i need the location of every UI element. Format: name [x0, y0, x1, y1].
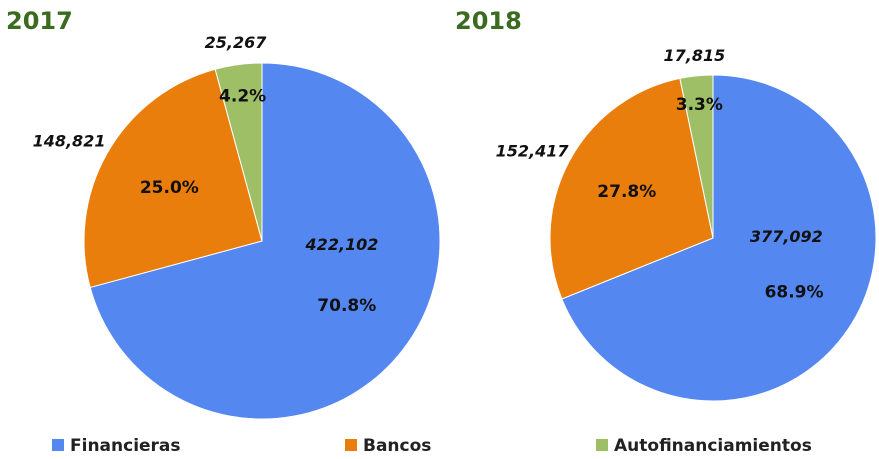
share-label: 27.8%	[597, 182, 656, 202]
value-label: 422,102	[305, 235, 379, 254]
legend-swatch	[596, 439, 608, 451]
pie-slice	[214, 62, 263, 242]
share-label: 4.2%	[219, 86, 266, 106]
pie-slice	[549, 77, 714, 300]
value-label: 377,092	[750, 227, 823, 246]
value-label: 17,815	[663, 46, 725, 65]
value-label: 152,417	[496, 141, 570, 160]
legend-label: Autofinanciamientos	[614, 436, 812, 456]
chart-title: 2017	[6, 7, 73, 35]
share-label: 68.9%	[765, 283, 824, 303]
share-label: 3.3%	[676, 95, 723, 115]
legend-swatch	[345, 439, 357, 451]
share-label: 25.0%	[140, 178, 199, 198]
legend-swatch	[52, 439, 64, 451]
pie-slice	[83, 68, 263, 289]
chart-title: 2018	[455, 7, 522, 35]
legend-label: Financieras	[70, 436, 181, 456]
value-label: 25,267	[205, 33, 268, 52]
pie-slice	[561, 74, 877, 402]
pie-slice	[89, 62, 441, 420]
legend-label: Bancos	[363, 436, 431, 456]
share-label: 70.8%	[317, 296, 376, 316]
pie-slice	[679, 74, 714, 239]
value-label: 148,821	[33, 131, 106, 150]
